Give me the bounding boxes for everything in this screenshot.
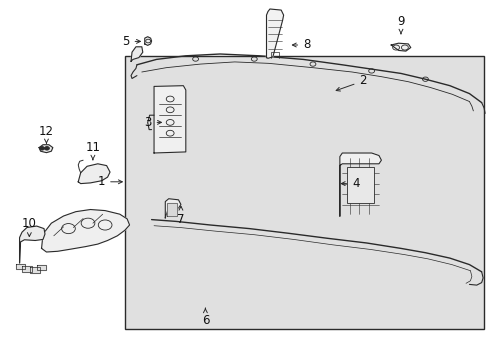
Text: 4: 4 [341, 177, 359, 190]
Polygon shape [39, 145, 53, 153]
Text: 3: 3 [144, 116, 161, 129]
Text: 2: 2 [335, 75, 366, 91]
Polygon shape [390, 43, 410, 51]
Polygon shape [37, 265, 46, 270]
Polygon shape [78, 164, 110, 184]
Polygon shape [167, 203, 177, 216]
Polygon shape [144, 37, 151, 45]
Text: 9: 9 [396, 15, 404, 34]
Polygon shape [22, 266, 32, 272]
Polygon shape [165, 199, 181, 218]
Polygon shape [339, 153, 381, 216]
Polygon shape [30, 267, 40, 273]
Circle shape [40, 147, 44, 150]
Polygon shape [131, 47, 142, 61]
Text: 12: 12 [39, 125, 54, 144]
Text: 7: 7 [177, 206, 184, 226]
Polygon shape [41, 210, 129, 252]
Text: 5: 5 [122, 35, 140, 48]
Polygon shape [266, 9, 283, 58]
Circle shape [44, 147, 49, 150]
Bar [124, 56, 483, 329]
Text: 10: 10 [22, 217, 37, 237]
Bar [346, 167, 373, 203]
Text: 6: 6 [201, 308, 209, 327]
Polygon shape [154, 86, 185, 153]
Text: 8: 8 [292, 39, 310, 51]
Polygon shape [16, 264, 25, 269]
Text: 1: 1 [98, 175, 122, 188]
Polygon shape [20, 226, 45, 263]
Text: 11: 11 [85, 141, 100, 160]
